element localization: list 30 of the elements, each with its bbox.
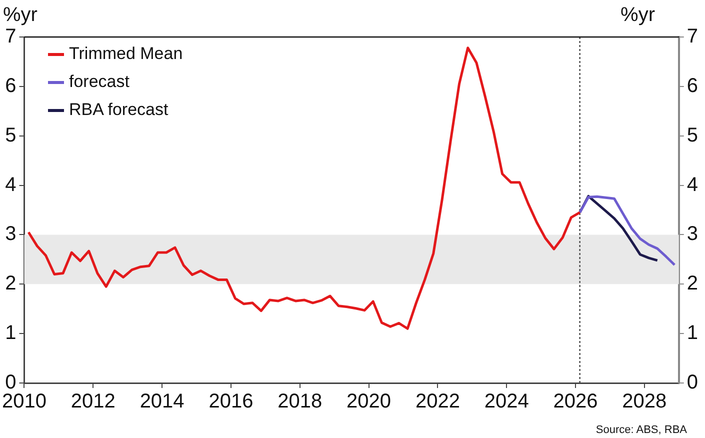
y-tick-label: 5 (5, 124, 16, 146)
y2-tick-label: 4 (686, 174, 698, 196)
x-tick-label: 2016 (208, 390, 254, 413)
legend-label: Trimmed Mean (69, 44, 183, 64)
y2-tick-label: 7 (686, 26, 698, 48)
x-tick-label: 2024 (484, 390, 529, 413)
x-tick-label: 2022 (415, 390, 460, 413)
x-tick-label: 2028 (622, 390, 667, 413)
y2-tick-label: 2 (686, 272, 698, 295)
y-tick-label: 6 (5, 74, 16, 97)
legend-label: RBA forecast (69, 100, 168, 120)
source-note: Source: ABS, RBA (596, 424, 687, 436)
y2-tick-label: 3 (686, 223, 698, 246)
y-tick-label: 4 (5, 174, 16, 196)
x-tick-label: 2012 (70, 390, 116, 413)
x-tick-label: 2014 (140, 390, 184, 413)
y2-tick-label: 0 (686, 372, 698, 394)
x-tick-label: 2020 (346, 390, 392, 413)
y-tick-label: 1 (5, 322, 16, 344)
y-axis-title: %yr (3, 4, 38, 27)
y2-tick-label: 5 (686, 124, 698, 146)
y-tick-label: 2 (5, 272, 16, 295)
y2-axis-title: %yr (620, 4, 655, 27)
y2-tick-label: 6 (686, 74, 698, 97)
legend-label: forecast (69, 72, 130, 92)
y-tick-label: 7 (5, 26, 16, 48)
x-tick-label: 2026 (553, 390, 598, 413)
y-tick-label: 3 (5, 223, 16, 246)
x-tick-label: 2018 (278, 390, 322, 413)
y2-tick-label: 1 (686, 322, 698, 344)
